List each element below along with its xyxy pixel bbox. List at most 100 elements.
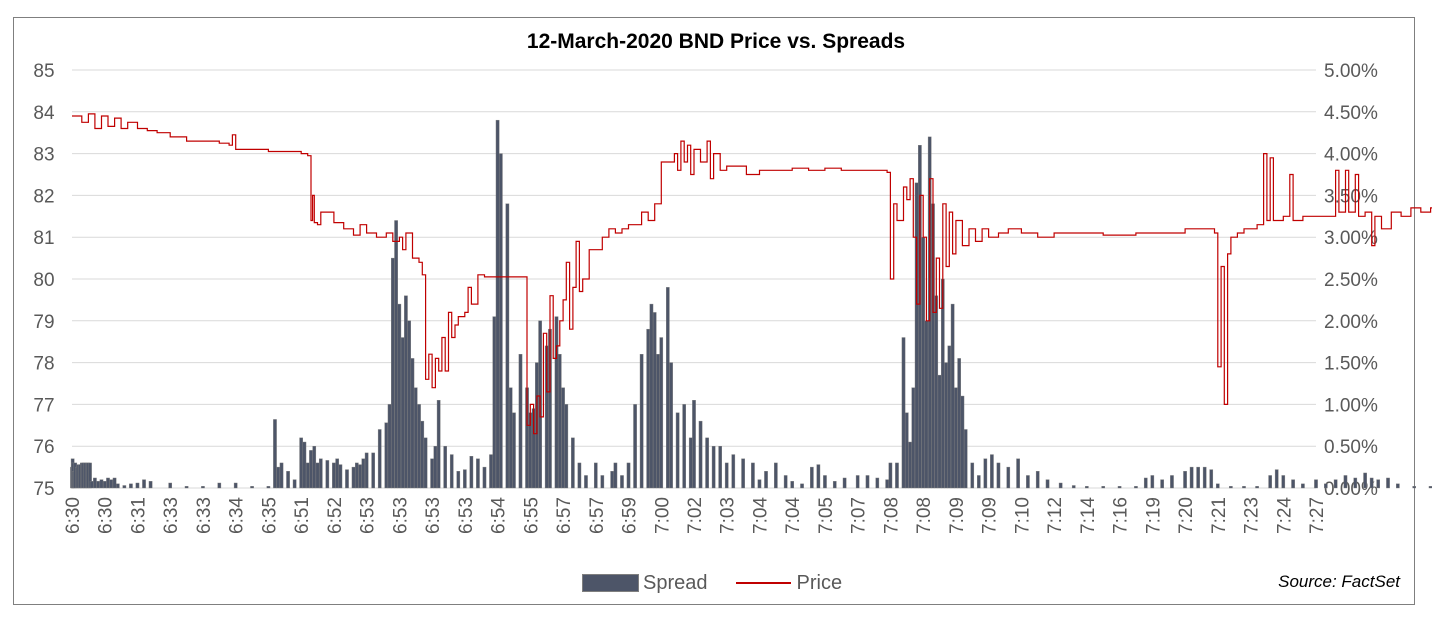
right-tick-label: 3.50% bbox=[1324, 186, 1378, 207]
spread-bar bbox=[669, 362, 673, 489]
spread-bar bbox=[469, 456, 474, 489]
spread-bar bbox=[561, 387, 565, 489]
spread-bar bbox=[508, 387, 513, 489]
spread-bar bbox=[1209, 469, 1214, 489]
spread-bar bbox=[774, 462, 778, 489]
legend-price-label: Price bbox=[796, 571, 843, 594]
spread-bar bbox=[1274, 469, 1279, 489]
spread-bar bbox=[387, 404, 392, 489]
spread-bar bbox=[1215, 483, 1220, 489]
left-tick-label: 85 bbox=[33, 61, 54, 82]
spread-bar bbox=[895, 462, 899, 489]
spread-bar bbox=[106, 477, 110, 489]
spread-bar bbox=[1071, 485, 1076, 489]
left-tick-label: 80 bbox=[33, 270, 54, 291]
spread-bar bbox=[217, 482, 222, 489]
x-tick-label: 6:33 bbox=[194, 497, 215, 534]
spread-bar bbox=[911, 387, 916, 489]
left-tick-label: 82 bbox=[33, 186, 54, 207]
spread-bar bbox=[279, 462, 284, 489]
x-tick-label: 6:53 bbox=[390, 497, 411, 534]
spread-bar bbox=[1363, 472, 1367, 489]
spread-bar bbox=[463, 469, 467, 489]
spread-bar bbox=[633, 404, 637, 489]
x-tick-label: 7:16 bbox=[1111, 497, 1132, 534]
spread-bar bbox=[855, 475, 860, 489]
spread-bar bbox=[1006, 466, 1011, 489]
spread-bar bbox=[371, 452, 375, 489]
spread-bar bbox=[626, 462, 631, 489]
spread-bar bbox=[675, 412, 680, 489]
spread-bar bbox=[1396, 483, 1400, 489]
spread-bar bbox=[505, 203, 510, 489]
spread-bar bbox=[168, 482, 173, 489]
spread-bar bbox=[557, 354, 562, 489]
right-tick-label: 5.00% bbox=[1324, 61, 1378, 82]
spread-bar bbox=[584, 475, 588, 489]
x-tick-label: 7:07 bbox=[849, 497, 870, 534]
x-tick-label: 7:23 bbox=[1242, 497, 1263, 534]
spread-bar bbox=[571, 437, 575, 489]
x-tick-label: 6:35 bbox=[259, 497, 280, 534]
right-tick-label: 1.00% bbox=[1324, 395, 1378, 416]
spread-bar bbox=[1117, 486, 1122, 489]
spread-bar bbox=[1255, 486, 1259, 489]
spread-bar bbox=[1085, 486, 1089, 489]
spread-bar bbox=[394, 220, 398, 489]
right-tick-label: 2.00% bbox=[1324, 312, 1378, 333]
spread-bar bbox=[842, 477, 847, 489]
spread-bar bbox=[1324, 483, 1328, 489]
spread-bar bbox=[888, 462, 893, 489]
chart-title: 12-March-2020 BND Price vs. Spreads bbox=[526, 30, 906, 53]
spread-bar bbox=[904, 412, 909, 489]
spread-bar bbox=[184, 486, 189, 489]
spread-bar bbox=[430, 458, 434, 489]
spread-bar bbox=[816, 464, 821, 489]
spread-bar bbox=[1291, 479, 1295, 489]
left-tick-label: 81 bbox=[33, 228, 54, 249]
spread-bar bbox=[1183, 471, 1187, 489]
spread-bar bbox=[443, 446, 448, 489]
spread-bar bbox=[512, 412, 516, 489]
spread-bar bbox=[129, 483, 133, 489]
spread-bar bbox=[941, 278, 945, 489]
spread-bar bbox=[361, 458, 366, 489]
x-tick-label: 6:51 bbox=[292, 497, 313, 534]
x-tick-label: 7:09 bbox=[947, 497, 968, 534]
spread-bar bbox=[1343, 475, 1348, 489]
spread-bar bbox=[977, 475, 981, 489]
x-tick-label: 7:04 bbox=[750, 497, 771, 534]
spread-bar bbox=[273, 419, 277, 489]
chart-frame bbox=[13, 17, 1415, 605]
spread-bar bbox=[990, 454, 994, 489]
x-tick-label: 7:14 bbox=[1078, 497, 1099, 534]
spread-bar bbox=[600, 475, 605, 489]
spread-bar bbox=[358, 464, 362, 489]
x-tick-label: 6:54 bbox=[489, 497, 510, 534]
spread-bar bbox=[250, 486, 254, 489]
spread-bar bbox=[400, 337, 405, 489]
spread-bar bbox=[751, 462, 755, 489]
spread-bar bbox=[1333, 479, 1338, 489]
spread-bar bbox=[93, 477, 97, 489]
spread-bar bbox=[319, 458, 323, 489]
x-tick-label: 7:21 bbox=[1209, 497, 1230, 534]
spread-bar bbox=[914, 182, 919, 489]
spread-bar bbox=[656, 354, 660, 489]
spread-bar bbox=[436, 400, 441, 489]
spread-bar bbox=[593, 462, 598, 489]
spread-bar bbox=[908, 441, 912, 489]
spread-bar bbox=[996, 462, 1001, 489]
spread-bar bbox=[449, 454, 454, 489]
spread-bar bbox=[476, 458, 480, 489]
spread-bar bbox=[201, 486, 205, 489]
spread-bar bbox=[1268, 475, 1272, 489]
spread-bar bbox=[832, 481, 837, 489]
price-line bbox=[72, 113, 1432, 435]
spread-bar bbox=[1170, 475, 1174, 489]
spread-bar bbox=[1150, 475, 1155, 489]
spread-bar bbox=[711, 446, 716, 489]
left-tick-label: 78 bbox=[33, 354, 54, 375]
spread-bar bbox=[377, 429, 382, 489]
left-tick-label: 84 bbox=[33, 103, 55, 124]
